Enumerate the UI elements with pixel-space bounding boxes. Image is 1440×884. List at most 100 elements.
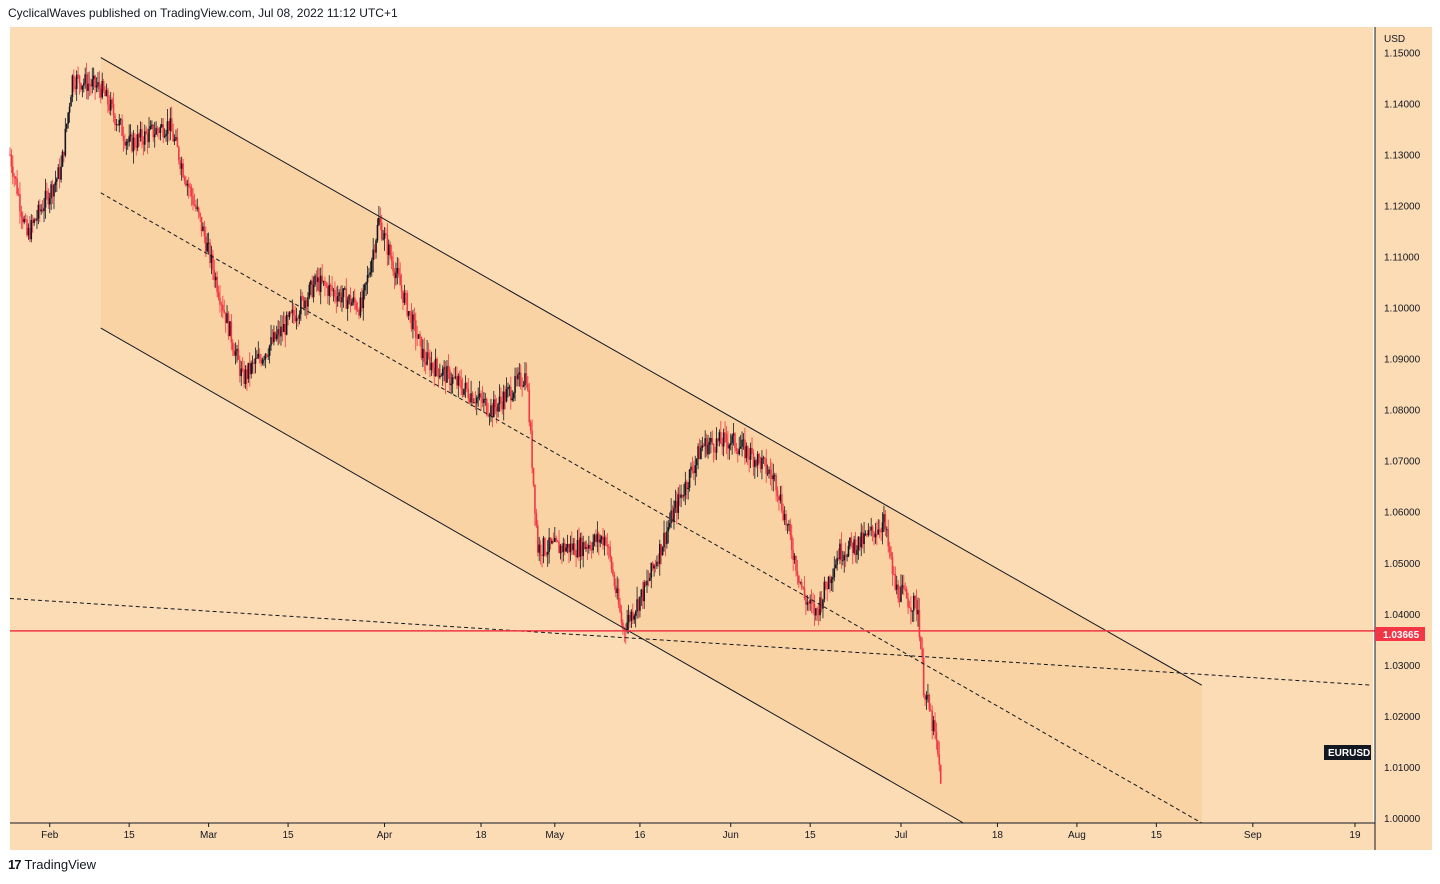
tradingview-logo-icon: 17 xyxy=(8,857,22,872)
support-dashed-line[interactable] xyxy=(9,597,1373,686)
candle-body xyxy=(762,457,765,459)
candle-body xyxy=(643,582,645,602)
candle-body xyxy=(37,204,40,219)
candle-body xyxy=(556,540,559,542)
candle-body xyxy=(422,348,424,359)
channel-lower-line[interactable] xyxy=(100,327,964,824)
candle-body xyxy=(234,351,237,356)
candle-body xyxy=(61,151,64,167)
candle-body xyxy=(363,284,366,291)
candle-body xyxy=(580,537,583,557)
candle-body xyxy=(359,297,362,316)
candle-body xyxy=(100,88,102,98)
candle-body xyxy=(50,184,52,198)
candle-body xyxy=(490,405,492,416)
candle-body xyxy=(850,537,853,543)
candle-body xyxy=(610,557,613,570)
candle-body xyxy=(444,367,447,383)
candle-body xyxy=(512,393,515,399)
candle-body xyxy=(70,96,72,107)
candle-body xyxy=(151,124,153,126)
candle-body xyxy=(209,242,211,264)
candle-body xyxy=(207,242,210,244)
candle-body xyxy=(552,541,555,542)
candle-body xyxy=(216,276,218,293)
candle-body xyxy=(253,362,255,364)
candle-body xyxy=(345,288,348,309)
candle-body xyxy=(219,297,221,305)
candle-body xyxy=(637,599,640,611)
candle-body xyxy=(904,589,907,590)
candle-body xyxy=(725,433,728,442)
candle-body xyxy=(95,85,98,88)
candle-body xyxy=(494,399,497,408)
candle-body xyxy=(732,433,735,436)
candle-body xyxy=(318,277,321,292)
candle-body xyxy=(928,694,931,710)
candle-body xyxy=(40,209,43,212)
candle-body xyxy=(775,475,777,491)
channel-mid-dashed-line[interactable] xyxy=(100,192,1202,824)
candle-body xyxy=(914,595,916,600)
candle-body xyxy=(321,275,323,282)
channel-upper-line[interactable] xyxy=(100,57,1202,686)
candle-body xyxy=(629,614,631,621)
candle-body xyxy=(466,382,468,389)
candle-body xyxy=(640,589,643,597)
candle-body xyxy=(847,546,850,557)
candle-body xyxy=(132,137,135,152)
candle-body xyxy=(822,599,824,609)
y-tick-label: 1.00000 xyxy=(1384,814,1421,825)
y-tick-label: 1.01000 xyxy=(1384,763,1421,774)
candle-body xyxy=(548,537,550,552)
candle-body xyxy=(332,290,335,292)
candle-body xyxy=(17,193,20,195)
candle-body xyxy=(436,358,438,369)
candle-body xyxy=(501,401,504,410)
candle-body xyxy=(193,204,196,206)
candle-body xyxy=(322,280,325,282)
candle-body xyxy=(203,226,206,237)
candle-body xyxy=(206,242,209,252)
candle-body xyxy=(593,535,596,542)
candle-body xyxy=(473,402,475,404)
candle-body xyxy=(176,137,179,148)
candle-body xyxy=(217,292,220,298)
candle-body xyxy=(56,178,58,182)
candle-body xyxy=(125,141,128,146)
candle-body xyxy=(632,611,634,620)
candle-body xyxy=(353,297,356,303)
candle-body xyxy=(112,103,115,116)
candle-body xyxy=(498,396,501,405)
candle-body xyxy=(589,545,592,549)
candle-body xyxy=(314,275,316,285)
candle-body xyxy=(924,695,926,700)
candle-body xyxy=(396,267,399,274)
candle-body xyxy=(414,320,417,338)
footer-brand: TradingView xyxy=(24,857,97,872)
candle-body xyxy=(309,280,312,285)
candle-body xyxy=(382,238,384,240)
candle-body xyxy=(817,609,820,616)
candle-body xyxy=(413,314,416,321)
candle-body xyxy=(522,384,525,387)
candle-body xyxy=(710,437,712,443)
candle-body xyxy=(204,236,207,252)
candle-body xyxy=(487,414,489,416)
candle-body xyxy=(240,368,243,377)
candle-body xyxy=(907,598,909,608)
candle-body xyxy=(226,313,228,324)
candle-body xyxy=(129,134,132,137)
candle-body xyxy=(178,147,180,161)
candle-body xyxy=(90,84,92,87)
candle-body xyxy=(21,216,24,223)
candle-body xyxy=(517,374,519,380)
candle-body xyxy=(504,391,506,402)
bottom-axis-background xyxy=(10,823,1375,850)
candle-body xyxy=(376,224,379,241)
candle-body xyxy=(583,542,586,549)
candle-body xyxy=(528,390,531,423)
candle-body xyxy=(23,219,25,223)
candle-body xyxy=(729,442,732,445)
